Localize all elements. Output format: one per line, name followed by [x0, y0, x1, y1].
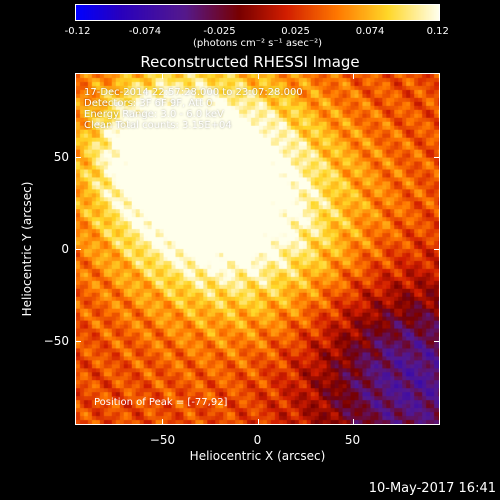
- y-tick-mark: [75, 340, 81, 342]
- y-tick-label: 50: [53, 150, 69, 165]
- peak-position-text: Position of Peak = [-77,92]: [94, 397, 228, 408]
- x-tick-mark: [257, 73, 259, 79]
- plot-title: Reconstructed RHESSI Image: [140, 53, 360, 71]
- x-tick-label: 0: [253, 433, 262, 447]
- y-tick-mark: [75, 157, 81, 159]
- y-tick-mark: [75, 249, 81, 250]
- colorbar-tick-label: 0.074: [355, 26, 385, 37]
- colorbar: [75, 4, 440, 21]
- y-axis-label: Heliocentric Y (arcsec): [20, 181, 34, 317]
- energy-range-text: Energy Range: 3.0 - 6.0 keV: [84, 109, 224, 120]
- plot-area: 17-Dec-2014 22:57:28.000 to 23:07:28.000…: [75, 73, 440, 425]
- colorbar-tick-label: -0.074: [128, 26, 162, 37]
- time-range-text: 17-Dec-2014 22:57:28.000 to 23:07:28.000: [84, 87, 303, 98]
- clean-counts-text: Clean Total counts: 3.15E+04: [84, 120, 232, 131]
- colorbar-tick-label: -0.12: [64, 26, 91, 37]
- x-tick-mark: [162, 419, 164, 425]
- colorbar-tick-label: -0.025: [203, 26, 236, 37]
- y-tick-mark: [434, 157, 440, 159]
- colorbar-gradient: [76, 5, 439, 20]
- y-tick-mark: [434, 249, 440, 250]
- colorbar-tick-label: 0.12: [426, 26, 449, 37]
- x-tick-mark: [162, 73, 164, 79]
- y-tick-mark: [434, 340, 440, 342]
- colorbar-units: (photons cm⁻² s⁻¹ asec⁻²): [192, 38, 323, 49]
- x-axis-label: Heliocentric X (arcsec): [189, 449, 326, 463]
- y-tick-label: −50: [43, 333, 69, 348]
- x-tick-label: 50: [344, 433, 361, 447]
- x-tick-mark: [352, 73, 354, 79]
- heatmap-image: [76, 74, 439, 424]
- y-tick-label: 0: [61, 242, 69, 256]
- x-tick-mark: [352, 419, 354, 425]
- date-stamp: 10-May-2017 16:41: [368, 481, 496, 496]
- colorbar-tick-label: 0.025: [281, 26, 310, 37]
- x-tick-mark: [257, 419, 259, 425]
- detectors-text: Detectors: 3F 6F 9F, Att 0: [84, 98, 213, 109]
- x-tick-label: −50: [149, 433, 176, 447]
